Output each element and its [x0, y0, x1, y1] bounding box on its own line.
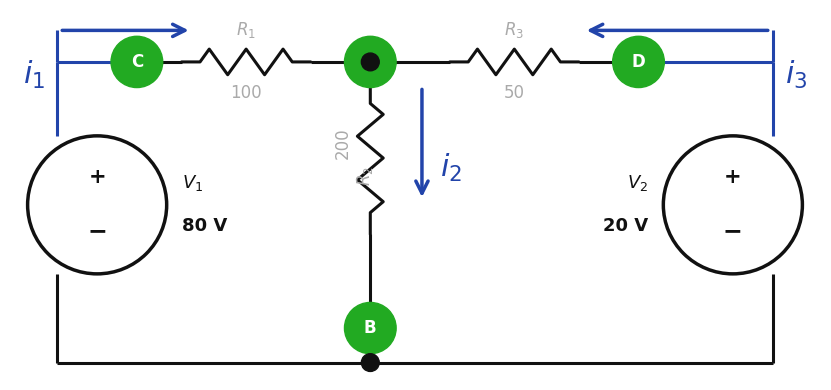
Text: C: C — [130, 53, 143, 71]
Circle shape — [345, 36, 396, 87]
Text: 20 V: 20 V — [603, 217, 648, 235]
Text: 50: 50 — [504, 83, 525, 102]
Text: −: − — [723, 219, 743, 243]
Text: 80 V: 80 V — [182, 217, 227, 235]
Text: B: B — [364, 319, 376, 337]
Circle shape — [361, 53, 379, 71]
Circle shape — [345, 303, 396, 354]
Text: $R_2$: $R_2$ — [356, 166, 376, 186]
Text: −: − — [87, 219, 107, 243]
Circle shape — [612, 36, 664, 87]
Circle shape — [361, 354, 379, 371]
Text: $R_1$: $R_1$ — [236, 20, 256, 40]
Text: +: + — [724, 167, 742, 187]
Text: A: A — [364, 53, 376, 71]
Text: 200: 200 — [333, 128, 352, 159]
Text: $V_1$: $V_1$ — [182, 173, 203, 193]
Text: $i_2$: $i_2$ — [440, 152, 462, 184]
Text: 100: 100 — [230, 83, 262, 102]
Text: D: D — [632, 53, 646, 71]
Text: $i_1$: $i_1$ — [23, 58, 46, 91]
Circle shape — [111, 36, 163, 87]
Text: $i_3$: $i_3$ — [784, 58, 807, 91]
Text: $R_3$: $R_3$ — [504, 20, 524, 40]
Text: $V_2$: $V_2$ — [627, 173, 648, 193]
Text: +: + — [88, 167, 106, 187]
